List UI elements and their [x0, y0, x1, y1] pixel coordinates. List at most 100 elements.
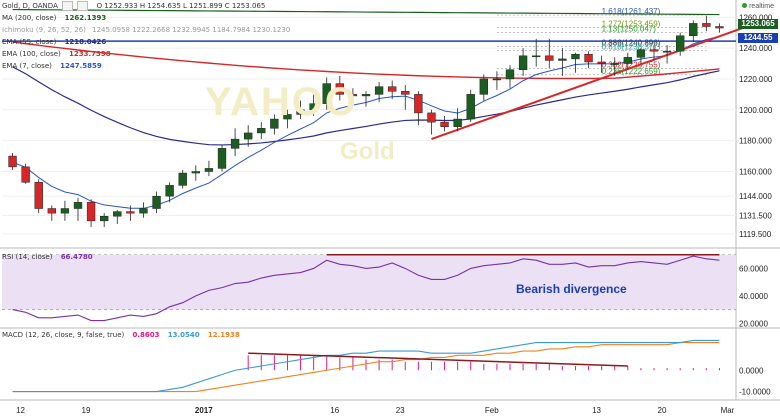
candle-body [649, 49, 659, 52]
candle-body [584, 54, 593, 63]
candle [244, 125, 253, 147]
ma200-label[interactable]: MA (200, close) [2, 14, 57, 22]
watermark-sub: Gold [340, 138, 395, 165]
candle [479, 74, 488, 101]
candle-body [505, 69, 515, 80]
candle-body [322, 83, 331, 104]
x-tick-label: 12 [16, 406, 25, 415]
fib-level-label: 1.13(1250.047) [602, 25, 657, 34]
candle-body [244, 132, 253, 140]
fib-level-label: 0.382(1226.755) [602, 61, 661, 70]
candle-body [361, 94, 371, 97]
candle-body [388, 86, 397, 92]
rsi-tick-label: 40.0000 [739, 292, 768, 301]
candle [178, 169, 187, 189]
candle [623, 52, 632, 70]
candle-body [374, 86, 384, 95]
price-tick-label: 1160.000 [739, 168, 772, 177]
candle [283, 109, 292, 129]
candle-body [21, 166, 30, 183]
price-tick-label: 1119.500 [739, 230, 772, 239]
candle [427, 109, 436, 135]
candle-body [152, 195, 161, 209]
settings-icon[interactable] [62, 1, 74, 11]
x-tick-label: 2017 [195, 406, 213, 415]
candle-body [34, 182, 43, 209]
candle [139, 202, 148, 218]
price-tick-label: 1144.000 [739, 192, 772, 201]
candle-body [492, 78, 502, 81]
rsi-label[interactable]: RSI (14, close) [2, 253, 53, 261]
candle [309, 94, 318, 116]
candle [532, 38, 541, 67]
ichimoku-label[interactable]: Ichimoku (9, 26, 52, 26) [2, 26, 86, 34]
ema55-label[interactable]: EMA (55, close) [2, 38, 57, 46]
ema7-label[interactable]: EMA (7, close) [2, 62, 52, 70]
candle [113, 210, 122, 224]
x-tick-label: 16 [330, 406, 339, 415]
candle-body [113, 211, 122, 217]
candle-body [270, 118, 279, 129]
rsi-value: 66.4780 [60, 253, 93, 261]
fib-level-label: 0.236(1222.659) [602, 67, 661, 76]
rsi-tick-label: 20.0000 [739, 319, 768, 328]
macd-label[interactable]: MACD (12, 26, close, 9, false, true) [2, 331, 125, 339]
candle [518, 48, 528, 76]
candle [662, 45, 672, 64]
candle [558, 48, 567, 76]
candle-body [662, 50, 672, 53]
candle-body [8, 155, 17, 168]
fib-level-label: 1.272(1253.459) [602, 19, 661, 28]
candle [388, 80, 397, 100]
candle-body [676, 35, 685, 52]
price-legend: Gold, D, OANDA O 1252.933 H 1254.635 L 1… [2, 0, 290, 72]
price-tick-label: 1260.000 [739, 13, 773, 22]
candle [21, 163, 30, 184]
ema100-value: 1233.7398 [69, 50, 111, 58]
candle-body [466, 94, 475, 120]
ichimoku-values: 1245.0958 1222.2668 1232.9945 1184.7984 … [92, 26, 291, 34]
candle [73, 197, 83, 221]
candle-body [126, 211, 135, 214]
ma200-line [12, 8, 720, 16]
macd-value-1: 0.8603 [132, 331, 160, 339]
macd-tick-label: -10.0000 [739, 388, 771, 397]
candle [165, 182, 174, 203]
rsi-line [12, 255, 720, 322]
rsi-legend: RSI (14, close) 66.4780 [2, 253, 93, 261]
candle-body [715, 26, 724, 29]
candle [335, 75, 344, 101]
rsi-tick-label: 60.0000 [739, 264, 768, 273]
macd-tick-label: 0.0000 [739, 366, 764, 375]
candle [322, 77, 331, 110]
candle-body [401, 91, 410, 95]
candle-body [178, 172, 187, 186]
candle [414, 91, 423, 126]
candle [702, 15, 711, 32]
candle [296, 100, 305, 120]
candle [204, 160, 214, 177]
candle-body [47, 208, 56, 214]
ema100-label[interactable]: EMA (100, close) [2, 50, 61, 58]
x-tick-label: 23 [396, 406, 405, 415]
close-icon[interactable] [77, 1, 89, 11]
realtime-indicator: realtime [742, 3, 774, 10]
ma200-value: 1262.1393 [64, 14, 107, 22]
candle [361, 91, 371, 107]
candle [466, 89, 475, 123]
candle [440, 115, 449, 132]
macd-divergence-line [248, 352, 628, 367]
candle [676, 32, 685, 56]
candle [100, 213, 109, 228]
candle [86, 199, 96, 228]
candle-body [518, 55, 528, 70]
candle [8, 152, 17, 170]
realtime-label: realtime [749, 3, 774, 10]
candle-body [139, 208, 148, 214]
candle-body [610, 63, 619, 65]
candle-body [427, 112, 436, 123]
candle [47, 205, 56, 221]
candle-body [479, 78, 488, 95]
candle [492, 71, 502, 90]
